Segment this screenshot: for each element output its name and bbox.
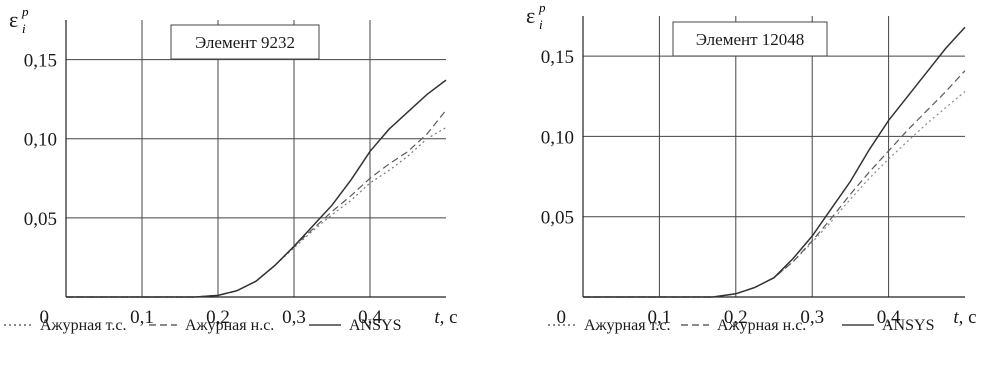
y-tick-label: 0,10 [541,127,574,148]
y-tick-label: 0,05 [24,209,57,230]
legend-label: Ажурная т.с. [40,317,127,334]
x-axis-label: t, c [953,307,976,328]
y-tick-label: 0,05 [541,208,574,229]
x-tick-label: 0,1 [648,307,672,328]
x-tick-label: 0,2 [206,307,230,328]
x-axis-label: t, c [434,307,457,328]
x-tick-label: 0,4 [877,307,901,328]
title-box [170,24,320,60]
legend-label: Ажурная т.с. [584,317,671,334]
y-tick-label: 0,15 [24,51,57,72]
chart-title: Элемент 12048 [696,30,805,49]
y-axis-label: ε [526,3,535,28]
y-tick-label: 0,10 [24,130,57,151]
x-axis-unit: , c [440,307,458,328]
legend-label: ANSYS [882,317,934,334]
y-tick-label: 0,15 [541,47,574,68]
x-axis-variable: t [953,307,959,328]
x-axis-unit: , c [959,307,977,328]
x-tick-label: 0,4 [358,307,382,328]
legend-label: Ажурная н.с. [185,317,274,334]
x-tick-label: 0,1 [130,307,154,328]
series-line-solid [66,79,447,298]
x-tick-label: 0,3 [282,307,306,328]
legend: Ажурная т.с. Ажурная н.с. ANSYS [4,317,401,334]
series-line-solid [583,26,966,298]
title-box [672,21,828,57]
y-axis-label: ε [9,7,18,32]
chart-title: Элемент 9232 [195,33,295,52]
y-axis-label-superscript: p [21,4,29,19]
y-axis-label-subscript: i [22,21,26,36]
x-tick-label: 0 [40,307,50,328]
series-line-dashed [583,70,966,298]
chart-panel-2: Элемент 12048 0,05 0,10 0,15 0 0,1 0,2 0,3 0,4 t,… [526,0,977,334]
x-tick-label: 0 [557,307,567,328]
legend-label: ANSYS [349,317,401,334]
x-tick-label: 0,2 [724,307,748,328]
x-axis-variable: t [434,307,440,328]
series-line-dotted [66,127,447,298]
series-line-dotted [583,91,966,298]
y-axis-label-superscript: p [538,0,546,15]
chart-panel-1: Элемент 9232 0,05 0,10 0,15 0 0,1 0,2 0,3 0,4 t, … [4,4,458,334]
x-tick-label: 0,3 [800,307,824,328]
legend: Ажурная т.с. Ажурная н.с. ANSYS [548,317,934,334]
y-axis-label-subscript: i [539,17,543,32]
legend-label: Ажурная н.с. [717,317,806,334]
